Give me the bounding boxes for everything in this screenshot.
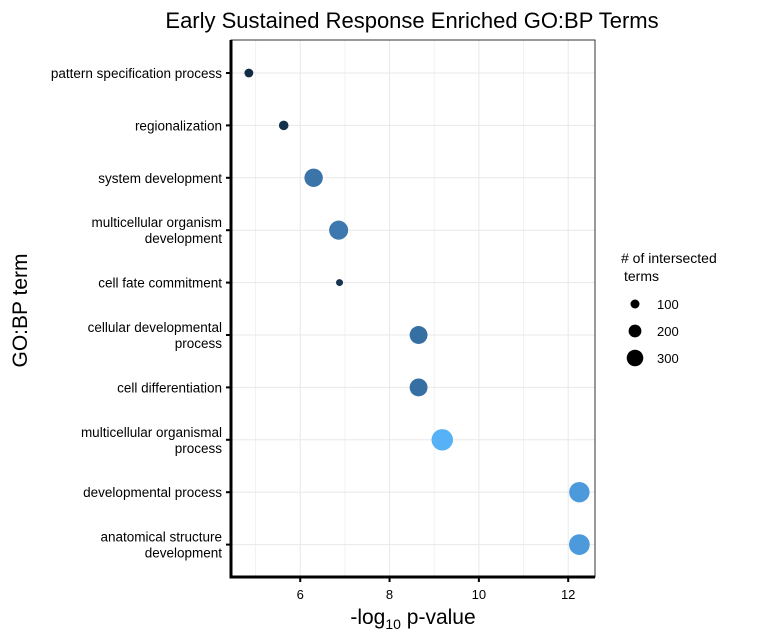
y-tick-label-line: multicellular organismal [81,425,222,440]
data-point [244,68,254,78]
y-tick-label-line: cell fate commitment [98,276,222,291]
y-tick-label-line: developmental process [83,485,222,500]
legend-key-circle [626,349,644,367]
legend-key-circle [628,324,642,338]
y-tick-label: cell fate commitment [98,276,222,291]
data-point [569,534,590,555]
axis-labels: 6 8 10 12 pattern specification process regio… [9,66,575,632]
legend-title: # of intersected [621,250,717,266]
y-axis-title: GO:BP term [9,254,32,368]
y-tick-label-line: development [145,231,223,246]
y-tick-label-line: process [175,441,223,456]
data-point [278,120,289,131]
y-tick-label-line: pattern specification process [51,66,222,81]
y-tick-label-line: system development [98,171,222,186]
size-legend: # of intersected terms 100 200 300 [621,250,717,367]
y-tick-label-line: regionalization [135,118,222,133]
y-tick-label: cell differentiation [117,380,222,395]
data-point [329,220,349,240]
y-tick-label: anatomical structure development [100,530,222,561]
data-point [409,326,428,344]
y-tick-label-line: cell differentiation [117,380,222,395]
grid-lines [231,40,595,577]
x-tick-label: 10 [472,587,486,602]
y-tick-label-line: anatomical structure [100,530,222,545]
x-axis-title-suffix: p-value [401,606,476,629]
data-point [431,429,453,451]
y-tick-label: multicellular organism development [91,215,222,246]
data-point [304,168,323,188]
y-tick-label: pattern specification process [51,66,222,81]
legend-key-circle [630,299,640,309]
plot-border [230,39,596,578]
legend-key-label: 300 [657,351,679,366]
plot-panel-border [230,39,596,578]
y-tick-label: multicellular organismal process [81,425,222,456]
data-point [409,378,428,397]
data-point [336,279,344,287]
legend-title-line2: terms [624,268,659,284]
y-tick-label: developmental process [83,485,222,500]
data-point [569,481,590,503]
y-tick-label-line: process [175,336,223,351]
x-tick-label: 6 [297,587,304,602]
x-axis-title: -log10 p-value [350,606,475,632]
data-points [244,68,590,555]
y-tick-label-line: multicellular organism [91,215,222,230]
x-axis-title-prefix: -log [350,606,385,629]
x-tick-label: 8 [386,587,393,602]
y-tick-label-line: cellular developmental [88,320,222,335]
y-tick-label: system development [98,171,222,186]
y-tick-label-line: development [145,546,223,561]
y-tick-label: regionalization [135,118,222,133]
chart-title: Early Sustained Response Enriched GO:BP … [165,8,658,33]
legend-key-label: 200 [657,324,679,339]
legend-key-label: 100 [657,297,679,312]
y-tick-label: cellular developmental process [88,320,223,351]
x-tick-label: 12 [561,587,575,602]
x-axis-title-subscript: 10 [385,616,401,632]
axes [226,40,595,582]
